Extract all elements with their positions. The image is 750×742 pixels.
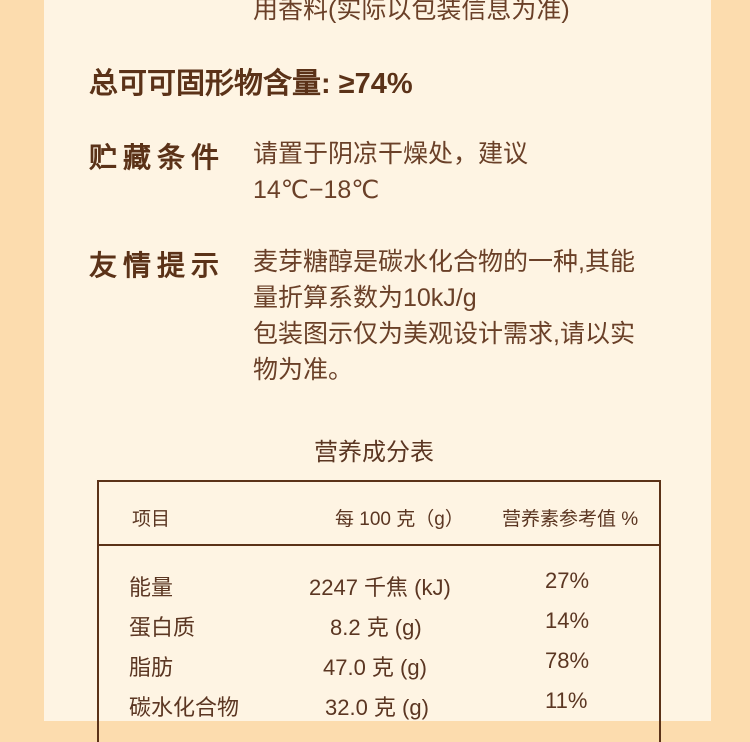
row-amount: 2247 千焦 (kJ) (309, 575, 451, 600)
storage-line: 14℃−18℃ (253, 176, 380, 204)
solids-value: ≥74% (338, 68, 413, 100)
ingredients-tail: 用香料(实际以包装信息为准) (253, 0, 570, 24)
header-divider (99, 544, 659, 546)
row-name: 蛋白质 (129, 615, 196, 640)
row-nrv: 11% (545, 688, 588, 713)
tips-line: 物为准。 (253, 356, 354, 384)
row-name: 脂肪 (129, 655, 174, 680)
solids-label: 总可可固形物含量: (89, 68, 331, 100)
row-amount: 8.2 克 (g) (330, 615, 422, 640)
row-amount: 47.0 克 (g) (323, 655, 427, 680)
tips-line: 量折算系数为10kJ/g (253, 284, 477, 312)
nutrition-table-title: 营养成分表 (314, 439, 434, 466)
tips-line: 麦芽糖醇是碳水化合物的一种,其能 (253, 248, 635, 276)
header-per-100g: 每 100 克（g） (335, 509, 464, 530)
header-item: 项目 (132, 509, 171, 530)
tips-line: 包装图示仅为美观设计需求,请以实 (253, 320, 635, 348)
content-panel (44, 0, 711, 721)
tips-label: 友情提示 (89, 250, 226, 281)
row-name: 碳水化合物 (129, 695, 240, 720)
header-nrv: 营养素参考值 % (502, 509, 639, 530)
total-cocoa-solids: 总可可固形物含量: ≥74% (89, 60, 413, 102)
nutrition-table: 项目 每 100 克（g） 营养素参考值 % 能量 2247 千焦 (kJ) 2… (97, 480, 661, 742)
row-nrv: 78% (545, 648, 590, 673)
row-name: 能量 (129, 575, 174, 600)
row-nrv: 27% (545, 568, 590, 593)
storage-label: 贮藏条件 (89, 142, 226, 173)
row-nrv: 14% (545, 608, 590, 633)
row-amount: 32.0 克 (g) (325, 695, 429, 720)
storage-line: 请置于阴凉干燥处，建议 (253, 140, 529, 168)
